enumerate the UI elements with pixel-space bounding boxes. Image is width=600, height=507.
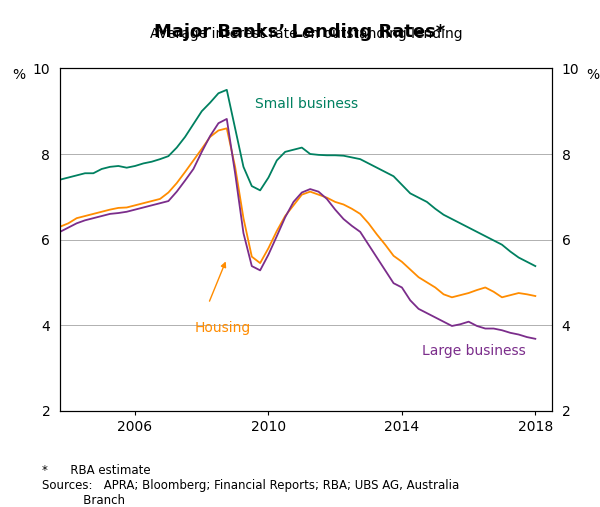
Text: %: % [586, 68, 599, 83]
Text: %: % [13, 68, 26, 83]
Text: *      RBA estimate: * RBA estimate [42, 464, 151, 477]
Text: Small business: Small business [255, 97, 358, 111]
Text: Sources:   APRA; Bloomberg; Financial Reports; RBA; UBS AG, Australia
          : Sources: APRA; Bloomberg; Financial Repo… [42, 479, 459, 507]
Title: Average interest rate on outstanding lending: Average interest rate on outstanding len… [149, 27, 463, 41]
Text: Housing: Housing [195, 321, 251, 335]
Text: Large business: Large business [422, 344, 526, 358]
Text: Major Banks’ Lending Rates*: Major Banks’ Lending Rates* [154, 23, 446, 41]
